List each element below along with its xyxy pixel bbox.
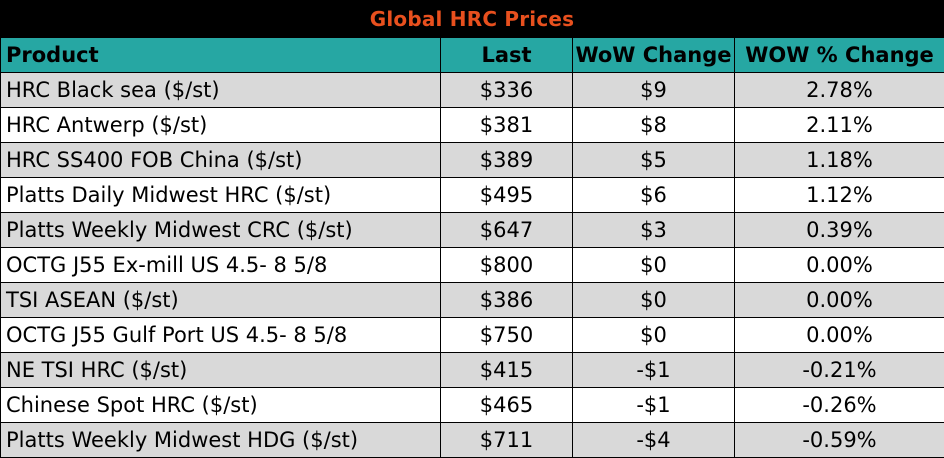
- wow-cell: $0: [572, 282, 735, 318]
- last-cell: $750: [440, 317, 573, 353]
- pct-cell: -0.26%: [734, 387, 944, 423]
- last-cell: $336: [440, 72, 573, 108]
- last-cell: $647: [440, 212, 573, 248]
- header-last: Last: [440, 37, 573, 73]
- product-cell: Platts Daily Midwest HRC ($/st): [0, 177, 441, 213]
- pct-cell: 0.00%: [734, 317, 944, 353]
- last-cell: $465: [440, 387, 573, 423]
- product-cell: NE TSI HRC ($/st): [0, 352, 441, 388]
- table-row: Platts Daily Midwest HRC ($/st) $495 $6 …: [0, 177, 944, 213]
- wow-cell: $5: [572, 142, 735, 178]
- pct-cell: -0.21%: [734, 352, 944, 388]
- product-cell: OCTG J55 Ex-mill US 4.5- 8 5/8: [0, 247, 441, 283]
- table-row: Chinese Spot HRC ($/st) $465 -$1 -0.26%: [0, 387, 944, 423]
- wow-cell: $0: [572, 247, 735, 283]
- pct-cell: 0.00%: [734, 282, 944, 318]
- last-cell: $381: [440, 107, 573, 143]
- pct-cell: 2.78%: [734, 72, 944, 108]
- last-cell: $389: [440, 142, 573, 178]
- product-cell: Chinese Spot HRC ($/st): [0, 387, 441, 423]
- last-cell: $495: [440, 177, 573, 213]
- table-row: HRC Black sea ($/st) $336 $9 2.78%: [0, 72, 944, 108]
- wow-cell: $3: [572, 212, 735, 248]
- header-product: Product: [0, 37, 441, 73]
- table-row: HRC SS400 FOB China ($/st) $389 $5 1.18%: [0, 142, 944, 178]
- table-row: OCTG J55 Ex-mill US 4.5- 8 5/8 $800 $0 0…: [0, 247, 944, 283]
- last-cell: $386: [440, 282, 573, 318]
- product-cell: Platts Weekly Midwest HDG ($/st): [0, 422, 441, 458]
- pct-cell: 1.12%: [734, 177, 944, 213]
- table-row: HRC Antwerp ($/st) $381 $8 2.11%: [0, 107, 944, 143]
- product-cell: TSI ASEAN ($/st): [0, 282, 441, 318]
- product-cell: HRC SS400 FOB China ($/st): [0, 142, 441, 178]
- wow-cell: $0: [572, 317, 735, 353]
- prices-table: Product Last WoW Change WOW % Change HRC…: [0, 37, 944, 458]
- last-cell: $415: [440, 352, 573, 388]
- product-cell: Platts Weekly Midwest CRC ($/st): [0, 212, 441, 248]
- product-cell: HRC Antwerp ($/st): [0, 107, 441, 143]
- header-wow-change: WoW Change: [572, 37, 735, 73]
- table-row: Platts Weekly Midwest HDG ($/st) $711 -$…: [0, 422, 944, 458]
- wow-cell: $8: [572, 107, 735, 143]
- wow-cell: -$1: [572, 387, 735, 423]
- wow-cell: $6: [572, 177, 735, 213]
- wow-cell: -$1: [572, 352, 735, 388]
- table-row: TSI ASEAN ($/st) $386 $0 0.00%: [0, 282, 944, 318]
- product-cell: OCTG J55 Gulf Port US 4.5- 8 5/8: [0, 317, 441, 353]
- table-title: Global HRC Prices: [0, 0, 944, 37]
- last-cell: $800: [440, 247, 573, 283]
- product-cell: HRC Black sea ($/st): [0, 72, 441, 108]
- header-row: Product Last WoW Change WOW % Change: [0, 37, 944, 73]
- pct-cell: 1.18%: [734, 142, 944, 178]
- last-cell: $711: [440, 422, 573, 458]
- table-row: OCTG J55 Gulf Port US 4.5- 8 5/8 $750 $0…: [0, 317, 944, 353]
- wow-cell: -$4: [572, 422, 735, 458]
- wow-cell: $9: [572, 72, 735, 108]
- table-row: NE TSI HRC ($/st) $415 -$1 -0.21%: [0, 352, 944, 388]
- pct-cell: 0.00%: [734, 247, 944, 283]
- pct-cell: 2.11%: [734, 107, 944, 143]
- pct-cell: 0.39%: [734, 212, 944, 248]
- table-row: Platts Weekly Midwest CRC ($/st) $647 $3…: [0, 212, 944, 248]
- header-wow-pct-change: WOW % Change: [734, 37, 944, 73]
- pct-cell: -0.59%: [734, 422, 944, 458]
